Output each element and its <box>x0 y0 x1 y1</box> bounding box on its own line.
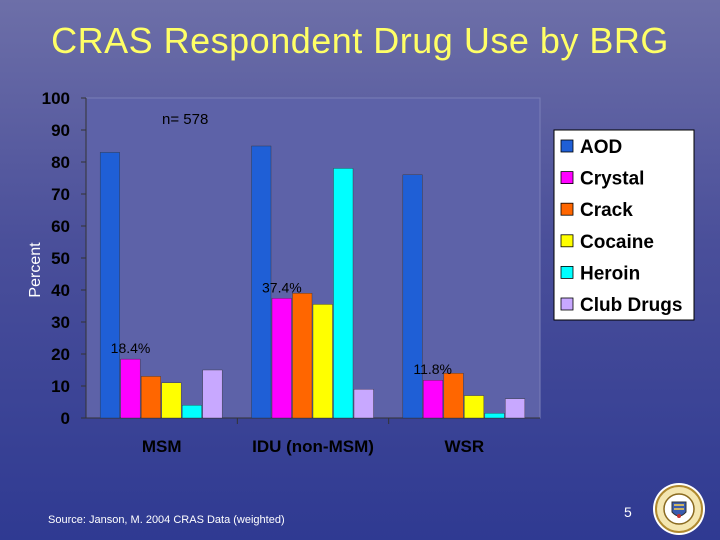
bar <box>312 304 333 419</box>
bar <box>140 376 161 419</box>
legend-entry: AOD <box>580 137 622 158</box>
category-label: WSR <box>444 437 484 456</box>
county-seal-icon <box>653 483 705 535</box>
bar <box>99 152 120 419</box>
data-labels: 18.4% 37.4% 11.8% <box>111 279 452 377</box>
legend: AOD Crystal Crack Cocaine Heroin Club Drugs <box>553 129 695 321</box>
legend-entry: Cocaine <box>580 232 654 253</box>
legend-box <box>553 129 695 321</box>
legend-swatch <box>560 171 574 185</box>
legend-entry: Crystal <box>580 169 644 190</box>
legend-swatch <box>560 297 574 311</box>
bar <box>181 405 202 419</box>
y-tick-label: 40 <box>51 281 70 300</box>
y-tick-label: 100 <box>42 89 70 108</box>
data-label: 18.4% <box>111 340 151 356</box>
page-number: 5 <box>624 504 632 520</box>
category-labels: MSM IDU (non-MSM) WSR <box>142 437 484 456</box>
legend-entry: Heroin <box>580 263 640 284</box>
category-label: IDU (non-MSM) <box>252 437 374 456</box>
y-tick-label: 60 <box>51 217 70 236</box>
y-tick-label: 90 <box>51 121 70 140</box>
legend-swatch <box>560 202 574 216</box>
bar <box>423 380 444 419</box>
bar <box>333 168 354 419</box>
bar <box>402 174 423 419</box>
bar <box>120 358 141 419</box>
sample-size-annotation: n= 578 <box>162 111 208 128</box>
bar <box>161 382 182 419</box>
source-note: Source: Janson, M. 2004 CRAS Data (weigh… <box>48 514 285 526</box>
bar <box>505 398 526 419</box>
data-label: 11.8% <box>413 361 452 377</box>
y-tick-label: 0 <box>61 409 70 428</box>
bar <box>353 389 374 419</box>
bar <box>271 298 292 419</box>
data-label: 37.4% <box>262 279 302 295</box>
bar <box>202 369 223 419</box>
legend-swatch <box>560 139 574 153</box>
bar <box>292 293 313 419</box>
y-tick-label: 70 <box>51 185 70 204</box>
slide-title: CRAS Respondent Drug Use by BRG <box>51 20 669 61</box>
y-tick-label: 50 <box>51 249 70 268</box>
y-axis-label: Percent <box>27 242 44 298</box>
bar <box>484 413 505 419</box>
category-label: MSM <box>142 437 182 456</box>
y-tick-label: 80 <box>51 153 70 172</box>
bar <box>464 395 485 419</box>
legend-entry: Club Drugs <box>580 295 682 316</box>
y-tick-label: 10 <box>51 377 70 396</box>
bar <box>443 373 464 419</box>
legend-swatch <box>560 265 574 279</box>
bars <box>99 145 526 424</box>
bar <box>251 145 272 419</box>
legend-entry: Crack <box>580 200 633 221</box>
y-tick-label: 20 <box>51 345 70 364</box>
y-tick-label: 30 <box>51 313 70 332</box>
legend-swatch <box>560 234 574 248</box>
y-axis-ticks: 0 10 20 30 40 50 60 70 80 90 100 <box>42 89 86 428</box>
